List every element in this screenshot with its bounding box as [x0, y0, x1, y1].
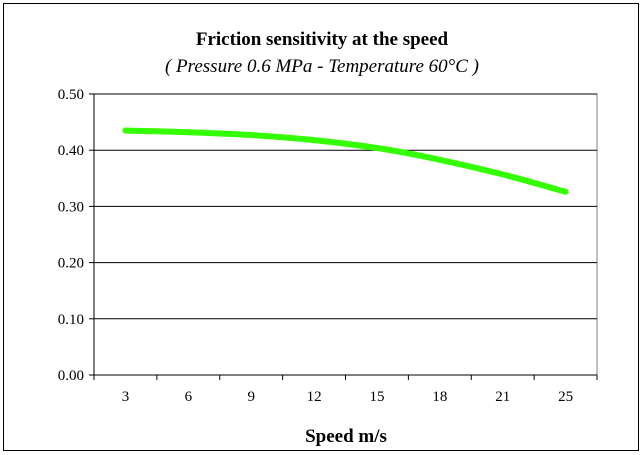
- axes: [89, 93, 598, 380]
- plot-area: [93, 93, 598, 376]
- y-tick-label: 0.30: [58, 199, 84, 215]
- x-tick-label: 21: [495, 389, 510, 405]
- y-tick-label: 0.00: [58, 368, 84, 384]
- x-tick-label: 18: [432, 389, 447, 405]
- y-tick-label: 0.20: [58, 256, 84, 272]
- gridlines: [94, 93, 597, 320]
- series-line: [122, 127, 569, 195]
- x-tick-label: 3: [122, 389, 130, 405]
- x-tick-label: 15: [369, 389, 384, 405]
- series-layer: [122, 127, 569, 195]
- chart-frame: Friction sensitivity at the speed ( Pres…: [3, 3, 639, 451]
- x-tick-label: 25: [558, 389, 573, 405]
- x-tick-label: 9: [247, 389, 255, 405]
- y-tick-label: 0.40: [58, 143, 84, 159]
- line-chart: Friction sensitivity at the speed ( Pres…: [58, 29, 598, 447]
- x-axis-title: Speed m/s: [305, 426, 387, 447]
- x-tick-label: 6: [185, 389, 193, 405]
- y-tick-label: 0.50: [58, 87, 84, 103]
- y-tick-label: 0.10: [58, 312, 84, 328]
- chart-title: Friction sensitivity at the speed: [196, 29, 449, 50]
- x-tick-label: 12: [307, 389, 322, 405]
- tick-labels: 0.00 0.10 0.20 0.30 0.40 0.50 3 6 9 12 15 18 21 25: [58, 87, 573, 405]
- chart-subtitle: ( Pressure 0.6 MPa - Temperature 60°C ): [165, 56, 479, 77]
